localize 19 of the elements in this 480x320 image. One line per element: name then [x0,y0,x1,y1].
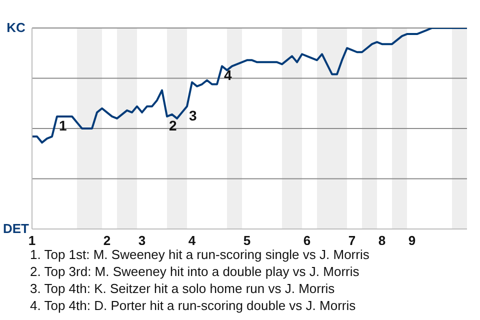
x-tick-label: 2 [103,233,111,248]
text: 3. Top 4th: K. Seitzer hit a solo home run vs J. Morris [30,280,336,297]
annotation: 2 [169,117,177,134]
x-tick-label: 5 [243,233,251,248]
x-tick-label: 4 [188,233,196,248]
x-tick-label: 3 [138,233,146,248]
x-tick-label: 6 [303,233,311,248]
text: 4. Top 4th: D. Porter hit a run-scoring double vs J. Morris [30,297,357,314]
text: 1. Top 1st: M. Sweeney hit a run-scoring single vs J. Morris [30,246,370,263]
annotation: 4 [224,67,232,84]
text: KC [6,19,26,37]
x-tick-label: 7 [348,233,356,248]
annotation: 1 [59,117,67,134]
x-tick-label: 8 [378,233,386,248]
annotation: 3 [189,107,197,124]
text: 2. Top 3rd: M. Sweeney hit into a double play vs J. Morris [30,263,360,280]
x-tick-label: 9 [408,233,416,248]
x-tick-label: 1 [28,233,36,248]
text: DET [2,220,29,238]
